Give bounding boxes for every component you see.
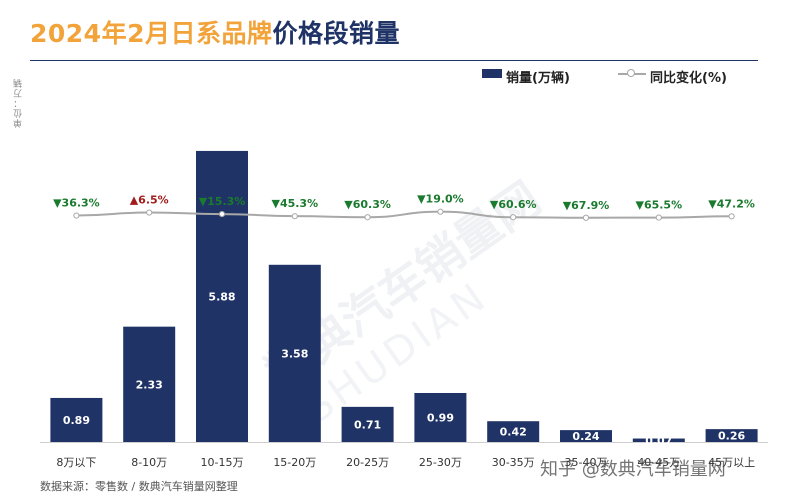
yoy-line (76, 210, 732, 219)
x-tick-label-9: 45万以上 (708, 456, 755, 469)
x-tick-label-4: 20-25万 (346, 456, 389, 469)
legend-sales-swatch (482, 69, 502, 78)
title-divider (30, 60, 758, 61)
bar-9 (705, 429, 758, 442)
yoy-label-3: ▼45.3% (271, 197, 318, 210)
chart-title-accent: 2024年2月日系品牌 (30, 19, 273, 48)
chart-title-dark: 价格段销量 (272, 19, 400, 48)
yoy-point-2 (218, 210, 226, 218)
bar-3 (268, 264, 321, 442)
bar-value-label-5: 0.99 (427, 411, 454, 424)
bar-value-label-4: 0.71 (354, 418, 381, 431)
bar-value-label-9: 0.26 (718, 430, 745, 443)
yoy-point-5 (437, 208, 444, 215)
yoy-label-6: ▼60.6% (490, 198, 537, 211)
yoy-point-9 (728, 213, 735, 220)
yoy-label-1: ▲6.5% (130, 194, 169, 207)
bar-value-label-3: 3.58 (281, 347, 308, 360)
yoy-point-3 (291, 213, 298, 220)
bar-value-label-6: 0.42 (500, 426, 527, 439)
x-tick-label-3: 15-20万 (273, 456, 316, 469)
yoy-point-6 (510, 214, 517, 221)
source-note: 数据来源：零售数 / 数典汽车销量网整理 (40, 480, 238, 493)
yoy-label-5: ▼19.0% (417, 193, 464, 206)
bar-6 (487, 421, 540, 442)
bar-2 (196, 150, 248, 442)
yoy-label-8: ▼65.5% (635, 199, 682, 212)
x-tick-label-7: 35-40万 (565, 456, 608, 469)
bar-0 (50, 397, 103, 442)
bar-8 (632, 438, 685, 442)
chart-title: 2024年2月日系品牌价格段销量 (30, 14, 400, 50)
bar-4 (341, 406, 394, 442)
yoy-point-1 (146, 209, 153, 216)
bar-value-label-1: 2.33 (136, 378, 163, 391)
bar-value-label-2: 5.88 (208, 290, 235, 303)
legend-yoy-label: 同比变化(%) (650, 71, 727, 86)
bar-5 (414, 392, 467, 442)
yoy-point-4 (364, 214, 371, 221)
bar-value-label-8: 0.07 (645, 434, 672, 447)
yoy-point-8 (655, 214, 662, 221)
yoy-point-0 (73, 212, 80, 219)
yoy-label-4: ▼60.3% (344, 198, 391, 211)
yoy-label-0: ▼36.3% (53, 197, 100, 210)
bar-value-label-7: 0.24 (572, 430, 599, 443)
x-tick-label-8: 40-45万 (637, 456, 680, 469)
x-tick-label-1: 8-10万 (131, 456, 167, 469)
yoy-label-7: ▼67.9% (563, 199, 610, 212)
legend-sales-label: 销量(万辆) (506, 71, 570, 86)
yoy-label-9: ▼47.2% (708, 197, 755, 210)
zhihu-watermark: 知乎 @数典汽车销量网 (540, 459, 726, 480)
legend-yoy-marker (627, 69, 635, 77)
bar-value-label-0: 0.89 (63, 414, 90, 427)
x-tick-label-0: 8万以下 (56, 456, 96, 469)
x-tick-label-5: 25-30万 (419, 456, 462, 469)
yoy-label-2: ▼15.3% (199, 195, 246, 208)
bar-7 (560, 430, 612, 442)
x-tick-label-6: 30-35万 (492, 456, 535, 469)
yoy-point-7 (582, 214, 590, 221)
x-tick-label-2: 10-15万 (201, 456, 244, 469)
bar-1 (123, 326, 176, 442)
